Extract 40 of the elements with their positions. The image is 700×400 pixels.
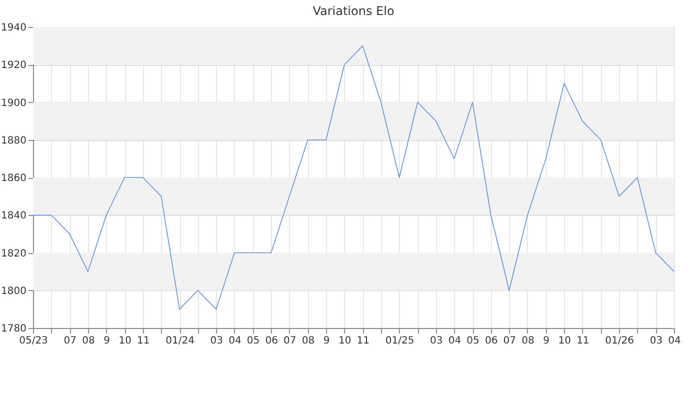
x-tick-label: 08 (522, 336, 534, 346)
y-tick-label: 1840 (1, 210, 26, 222)
x-tick-label: 05 (246, 336, 260, 346)
y-tick-label: 1900 (1, 98, 26, 109)
x-tick-label: 10 (338, 336, 352, 346)
x-tick-label: 06 (484, 336, 498, 346)
x-tick-label: 07 (284, 336, 296, 346)
y-tick-label: 1940 (1, 22, 26, 34)
x-tick-label: 11 (576, 336, 590, 346)
x-tick-label: 9 (104, 336, 110, 346)
y-tick-label: 1780 (1, 324, 26, 334)
x-tick-label: 9 (543, 336, 550, 346)
x-tick-label: 10 (118, 336, 132, 346)
y-tick-label: 1880 (1, 135, 26, 146)
x-tick-label: 03 (210, 336, 224, 346)
x-tick-label: 07 (503, 336, 516, 346)
x-tick-label: 01/25 (385, 336, 414, 346)
x-tick-label: 01/26 (605, 336, 634, 346)
chart-title: Variations Elo (312, 4, 394, 18)
x-tick-label: 11 (356, 336, 370, 346)
line-series (32, 45, 674, 310)
x-tick-label: 08 (82, 336, 95, 346)
x-tick-label: 9 (323, 336, 330, 346)
x-tick-label: 01/24 (166, 336, 194, 346)
y-tick-label: 1920 (1, 60, 26, 72)
x-tick-label: 05 (466, 336, 480, 346)
x-tick-label: 03 (430, 336, 443, 346)
y-tick-label: 1800 (1, 286, 26, 297)
x-tick-label: 11 (137, 336, 150, 346)
x-tick-label: 08 (302, 336, 315, 346)
x-tick-label: 04 (668, 336, 681, 346)
x-tick-label: 04 (228, 336, 242, 346)
x-tick-label: 04 (448, 336, 462, 346)
x-tick-label: 10 (558, 336, 571, 346)
y-tick-label: 1820 (1, 248, 26, 260)
x-tick-label: 06 (265, 336, 278, 346)
x-tick-label: 05/23 (19, 336, 48, 346)
y-tick-label: 1860 (1, 173, 26, 184)
x-tick-label: 03 (650, 336, 663, 346)
x-tick-label: 07 (64, 336, 76, 346)
